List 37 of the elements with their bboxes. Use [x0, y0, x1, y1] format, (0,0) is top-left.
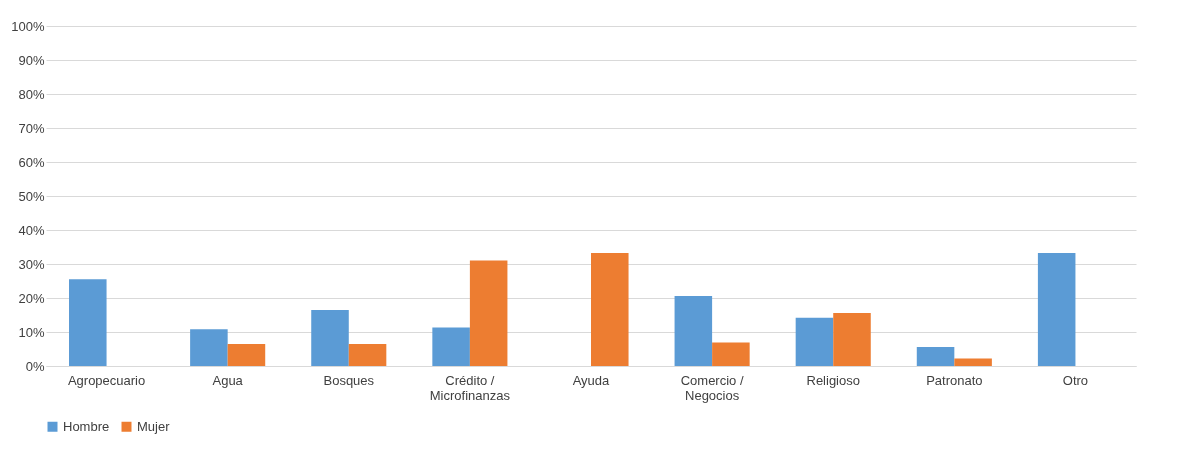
bar [916, 346, 955, 366]
x-tick-label: Agua [212, 372, 244, 388]
y-tick-label: 30% [18, 256, 45, 272]
bar [674, 295, 713, 366]
x-tick-label: Religioso [806, 372, 860, 388]
bar [795, 317, 834, 366]
x-tick-label: Comercio / Negocios [680, 372, 744, 403]
bar [311, 309, 349, 366]
legend-label: Mujer [137, 418, 171, 434]
y-tick-label: 10% [18, 324, 45, 340]
x-tick-label: Crédito / Microfinanzas [429, 372, 511, 403]
bar [712, 342, 750, 366]
x-tick-label: Agropecuario [67, 372, 146, 388]
x-tick-label: Patronato [926, 372, 983, 388]
legend-label: Hombre [63, 418, 110, 434]
y-tick-label: 100% [11, 18, 45, 34]
y-tick-label: 60% [18, 154, 45, 170]
bar [227, 343, 266, 366]
y-tick-label: 20% [18, 290, 45, 306]
y-tick-label: 80% [18, 86, 45, 102]
bar [1037, 253, 1076, 366]
bar [591, 253, 629, 366]
bar [469, 260, 508, 366]
y-tick-label: 90% [18, 52, 45, 68]
bar [348, 343, 387, 366]
y-tick-label: 40% [18, 222, 45, 238]
x-tick-label: Bosques [323, 372, 375, 388]
y-tick-label: 0% [25, 358, 45, 374]
x-tick-label: Otro [1062, 372, 1089, 388]
bar [954, 358, 992, 366]
y-tick-label: 70% [18, 120, 45, 136]
bar [190, 329, 228, 366]
y-tick-label: 50% [18, 188, 45, 204]
bar [833, 312, 871, 366]
bar [69, 279, 107, 366]
x-tick-label: Ayuda [572, 372, 611, 388]
bar [432, 327, 470, 366]
